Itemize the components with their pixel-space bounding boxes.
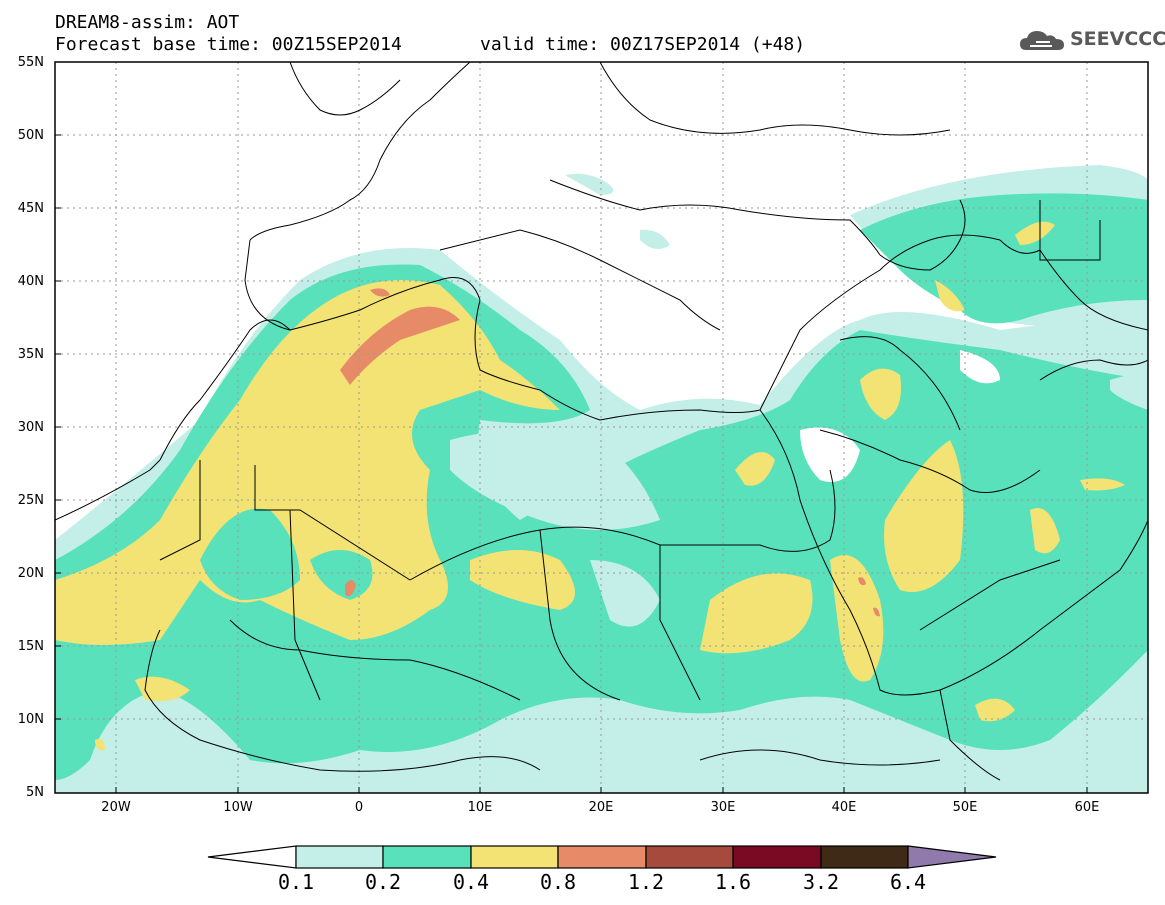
lat-label-45n: 45N xyxy=(17,201,44,216)
lon-label-60e: 60E xyxy=(1074,800,1100,815)
colorbar-label-6.4: 6.4 xyxy=(889,870,927,894)
map-title: DREAM8-assim: AOT xyxy=(55,12,240,33)
colorbar-swatch-under xyxy=(207,845,297,869)
valid-time: valid time: 00Z17SEP2014 (+48) xyxy=(480,34,806,55)
lat-label-40n: 40N xyxy=(17,274,44,289)
coastlines xyxy=(55,62,1148,781)
colorbar-swatch-0.4 xyxy=(470,845,559,869)
lat-label-25n: 25N xyxy=(17,493,44,508)
lat-label-50n: 50N xyxy=(17,128,44,143)
lat-label-20n: 20N xyxy=(17,566,44,581)
colorbar-label-1.6: 1.6 xyxy=(714,870,752,894)
lon-label-40e: 40E xyxy=(831,800,857,815)
colorbar-label-0.4: 0.4 xyxy=(452,870,490,894)
forecast-base-time: Forecast base time: 00Z15SEP2014 xyxy=(55,34,402,55)
cloud-logo-icon xyxy=(1020,31,1064,50)
colorbar-swatch-0.2 xyxy=(382,845,472,869)
colorbar-label-1.2: 1.2 xyxy=(627,870,665,894)
lat-label-5n: 5N xyxy=(26,785,44,800)
lon-label-0: 0 xyxy=(354,800,364,815)
lon-label-50e: 50E xyxy=(952,800,978,815)
colorbar-label-3.2: 3.2 xyxy=(802,870,840,894)
lat-label-35n: 35N xyxy=(17,347,44,362)
lat-label-30n: 30N xyxy=(17,420,44,435)
colorbar-swatch-over xyxy=(907,845,997,869)
aot-field-0.4 xyxy=(55,280,560,645)
colorbar-swatch-0.8 xyxy=(557,845,647,869)
lat-label-55n: 55N xyxy=(17,55,44,70)
colorbar-label-0.8: 0.8 xyxy=(539,870,577,894)
lat-label-15n: 15N xyxy=(17,639,44,654)
colorbar-swatch-0.1 xyxy=(295,845,384,869)
aot-field-0.8 xyxy=(340,306,460,385)
logo-text: SEEVCCC xyxy=(1070,28,1165,50)
lon-label-20w: 20W xyxy=(101,800,131,815)
lon-label-20e: 20E xyxy=(588,800,614,815)
lon-label-10e: 10E xyxy=(467,800,493,815)
colorbar-swatch-3.2 xyxy=(820,845,909,869)
colorbar-label-0.1: 0.1 xyxy=(277,870,315,894)
colorbar-swatch-1.6 xyxy=(732,845,822,869)
lat-label-10n: 10N xyxy=(17,712,44,727)
aot-map xyxy=(54,61,1149,794)
lon-label-10w: 10W xyxy=(223,800,253,815)
colorbar-swatch-1.2 xyxy=(645,845,734,869)
lon-label-30e: 30E xyxy=(710,800,736,815)
colorbar-label-0.2: 0.2 xyxy=(364,870,402,894)
